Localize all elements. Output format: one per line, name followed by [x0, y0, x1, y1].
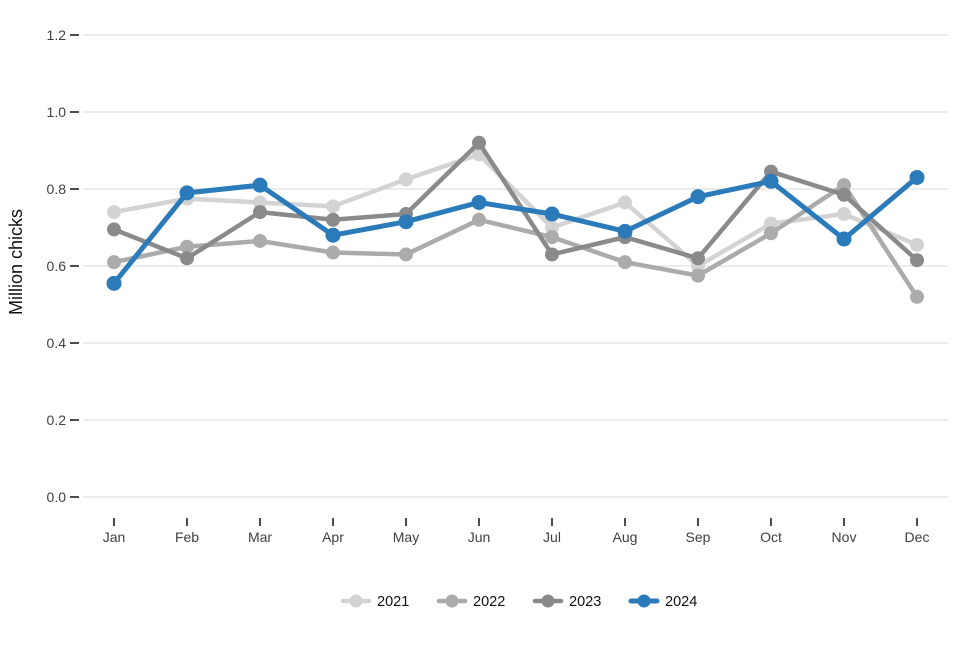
legend-item-2024: 2024 [628, 594, 697, 610]
series-line-2022 [111, 182, 920, 300]
legend-item-2021: 2021 [340, 594, 409, 610]
x-tick-label: Oct [760, 529, 782, 545]
data-point-2022-Nov [837, 178, 851, 193]
data-point-2024-Sep [690, 189, 706, 205]
x-tick-label: Feb [175, 529, 199, 545]
legend-marker-dot [541, 594, 555, 608]
data-point-2024-Apr [325, 227, 341, 243]
x-axis: Jan Feb Mar Apr May Jun Jul Aug Sep Oct Nov Dec [103, 518, 930, 545]
data-point-2022-Jan [107, 255, 121, 270]
data-point-2023-Apr [326, 212, 340, 227]
data-point-2024-Jan [106, 275, 122, 291]
data-point-2022-Jun [472, 212, 486, 227]
data-point-2021-Jul [545, 220, 559, 235]
data-point-2021-Oct [764, 216, 778, 231]
series-line-2023 [111, 140, 920, 263]
data-point-2024-Mar [252, 177, 268, 193]
data-point-2022-Mar [253, 233, 267, 248]
y-tick-label: 0.8 [47, 181, 67, 197]
y-tick-label: 1.0 [47, 104, 67, 120]
x-tick-label: Jan [103, 529, 126, 545]
data-point-2024-Jun [471, 194, 487, 210]
x-tick-label: Apr [322, 529, 344, 545]
x-tick-label: Jun [468, 529, 491, 545]
data-point-2021-May [399, 172, 413, 187]
y-axis: 0.0 0.2 0.4 0.6 0.8 1.0 1.2 [47, 27, 79, 505]
series-2022 [107, 178, 924, 304]
data-point-2023-Sep [691, 251, 705, 266]
x-tick-label: May [393, 529, 419, 545]
legend: 2021 2022 2023 2024 [340, 594, 697, 610]
data-point-2024-Nov [836, 231, 852, 247]
data-point-2024-Jul [544, 206, 560, 222]
x-tick-label: Jul [543, 529, 561, 545]
data-point-2023-Dec [910, 253, 924, 268]
y-tick-label: 0.6 [47, 258, 67, 274]
gridlines [83, 34, 948, 498]
series-line-2021 [111, 152, 920, 269]
legend-marker-dot [445, 594, 459, 608]
data-point-2021-Dec [910, 237, 924, 252]
data-point-2023-Mar [253, 205, 267, 220]
data-point-2022-Dec [910, 289, 924, 304]
legend-item-2023: 2023 [532, 594, 601, 610]
series-line-2024 [111, 174, 920, 286]
data-point-2021-Apr [326, 199, 340, 214]
x-tick-label: Mar [248, 529, 272, 545]
data-point-2023-Feb [180, 251, 194, 266]
data-point-2022-Apr [326, 245, 340, 260]
data-point-2021-Jan [107, 205, 121, 220]
y-axis-title: Million chicks [6, 209, 26, 315]
data-point-2024-May [398, 214, 414, 230]
x-tick-label: Aug [613, 529, 638, 545]
legend-item-2022: 2022 [436, 594, 505, 610]
legend-marker-dot [349, 594, 363, 608]
data-point-2021-Mar [253, 195, 267, 210]
legend-label: 2023 [569, 594, 601, 610]
data-point-2022-Feb [180, 239, 194, 254]
y-tick-label: 0.4 [47, 335, 67, 351]
data-point-2023-Jan [107, 222, 121, 237]
data-point-2024-Feb [179, 185, 195, 201]
x-tick-label: Dec [905, 529, 930, 545]
data-point-2022-May [399, 247, 413, 262]
data-point-2022-Aug [618, 255, 632, 270]
data-point-2024-Aug [617, 223, 633, 239]
legend-label: 2021 [377, 594, 409, 610]
data-point-2024-Dec [909, 169, 925, 185]
x-tick-label: Nov [832, 529, 857, 545]
data-point-2023-Nov [837, 187, 851, 202]
legend-marker-dot [637, 594, 651, 608]
data-point-2023-Jun [472, 135, 486, 150]
data-point-2024-Oct [763, 173, 779, 189]
legend-label: 2024 [665, 594, 697, 610]
x-tick-label: Sep [686, 529, 711, 545]
data-point-2021-Aug [618, 195, 632, 210]
data-point-2023-Jul [545, 247, 559, 262]
y-tick-label: 0.2 [47, 412, 67, 428]
data-point-2022-Sep [691, 268, 705, 283]
data-point-2022-Oct [764, 226, 778, 241]
legend-label: 2022 [473, 594, 505, 610]
y-tick-label: 1.2 [47, 27, 67, 43]
series-2024 [106, 169, 925, 291]
data-point-2021-Nov [837, 207, 851, 222]
y-tick-label: 0.0 [47, 489, 67, 505]
data-point-2022-Jul [545, 230, 559, 245]
